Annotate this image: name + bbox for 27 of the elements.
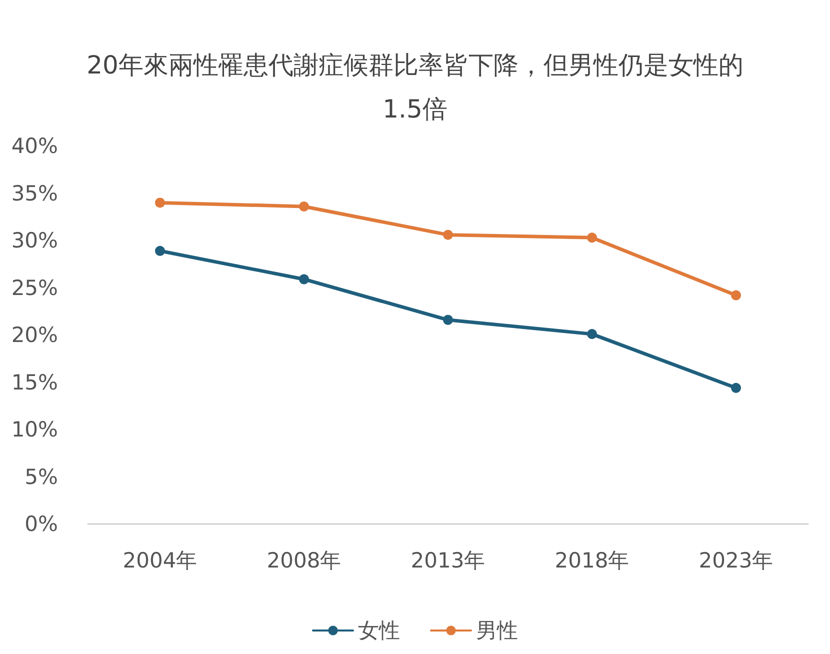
y-tick-label: 0% bbox=[24, 512, 58, 536]
point bbox=[731, 290, 741, 300]
y-tick-label: 15% bbox=[11, 370, 58, 394]
point bbox=[587, 232, 597, 243]
point bbox=[731, 382, 741, 393]
point bbox=[299, 274, 309, 284]
y-tick-label: 30% bbox=[11, 228, 58, 252]
point bbox=[299, 201, 309, 212]
x-tick-label: 2008年 bbox=[266, 548, 342, 572]
x-tick-label: 2013年 bbox=[410, 548, 486, 572]
legend-label: 女性 bbox=[358, 618, 400, 642]
point bbox=[443, 314, 453, 325]
legend-label: 男性 bbox=[476, 618, 518, 642]
y-tick-label: 20% bbox=[11, 323, 58, 347]
x-tick-label: 2018年 bbox=[554, 548, 630, 572]
point bbox=[155, 246, 165, 256]
chart-title: 20年來兩性罹患代謝症候群比率皆下降，但男性仍是女性的1.5倍 bbox=[86, 50, 744, 124]
y-tick-label: 5% bbox=[24, 464, 58, 489]
y-tick-label: 40% bbox=[11, 134, 58, 158]
point bbox=[155, 198, 165, 208]
y-tick-label: 35% bbox=[11, 181, 58, 206]
y-tick-label: 10% bbox=[11, 418, 58, 442]
point bbox=[443, 230, 453, 240]
x-tick-label: 2004年 bbox=[122, 548, 198, 572]
x-tick-label: 2023年 bbox=[698, 548, 774, 572]
y-tick-label: 25% bbox=[11, 276, 58, 300]
point bbox=[587, 329, 597, 340]
